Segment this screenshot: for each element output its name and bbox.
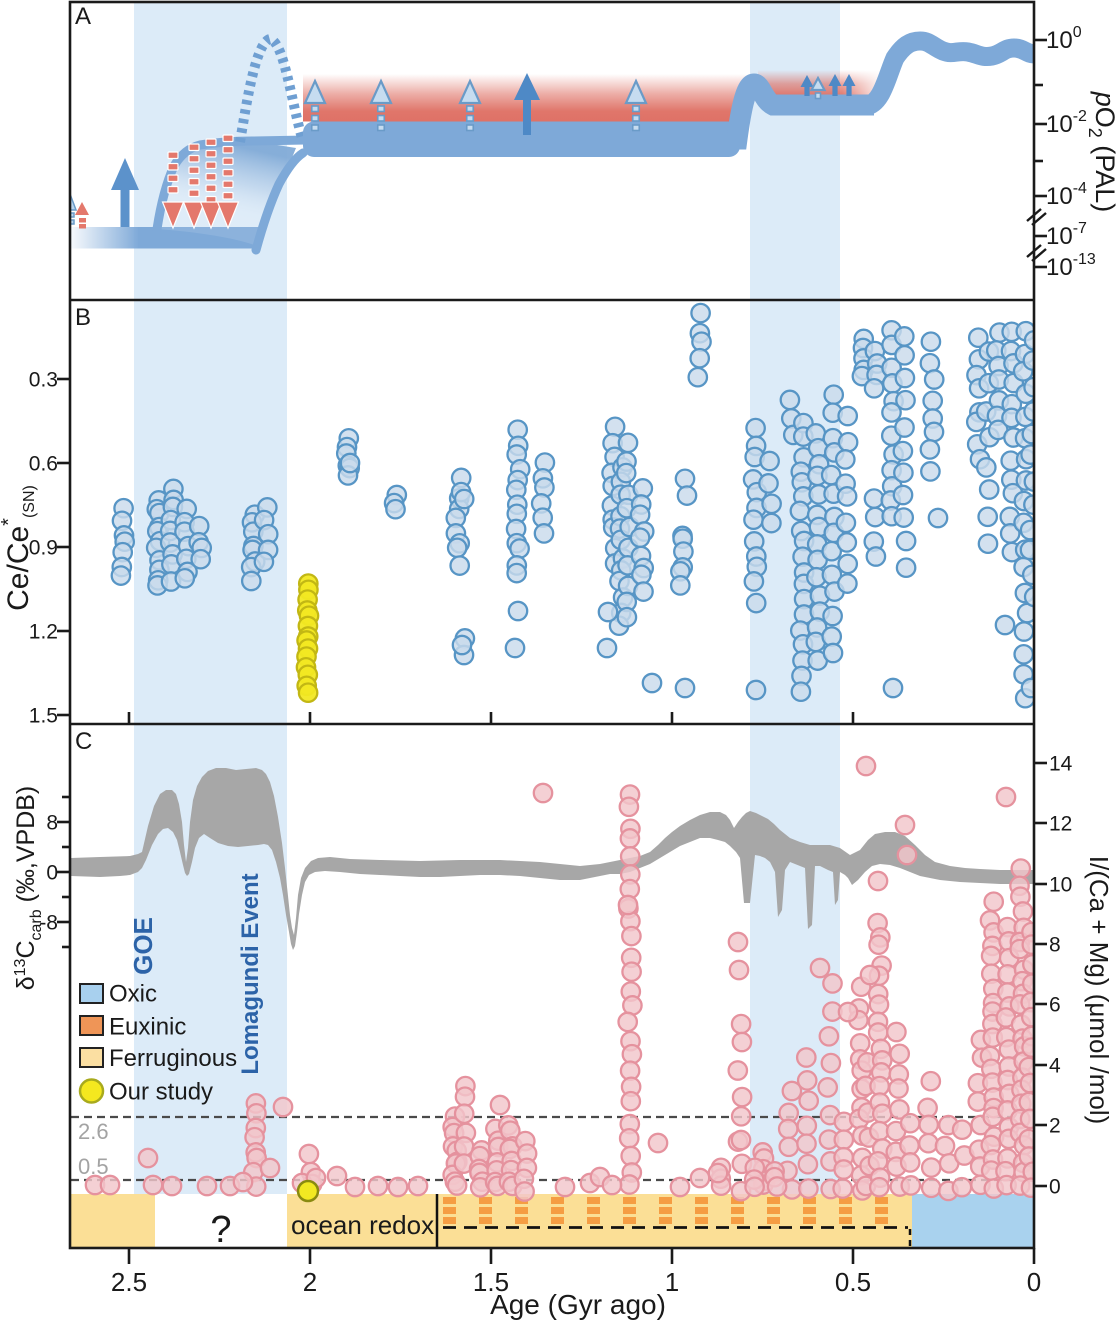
svg-text:δ13Ccarb (‰,VPDB): δ13Ccarb (‰,VPDB) (12, 786, 45, 991)
svg-text:10: 10 (1049, 874, 1072, 897)
svg-text:0.5: 0.5 (835, 1267, 871, 1297)
svg-text:2: 2 (1049, 1115, 1061, 1138)
svg-text:1.2: 1.2 (29, 621, 58, 644)
svg-text:0.5: 0.5 (78, 1154, 109, 1179)
svg-text:Oxic: Oxic (109, 981, 157, 1008)
svg-text:?: ? (210, 1209, 231, 1251)
svg-text:2.5: 2.5 (111, 1267, 147, 1297)
svg-text:Ferruginous: Ferruginous (109, 1045, 237, 1072)
svg-text:14: 14 (1049, 753, 1073, 776)
svg-text:ocean redox: ocean redox (291, 1210, 434, 1240)
svg-text:Our study: Our study (109, 1079, 213, 1106)
svg-text:4: 4 (1049, 1055, 1061, 1078)
svg-text:C: C (75, 728, 92, 755)
svg-text:pO2 (PAL): pO2 (PAL) (1085, 91, 1120, 213)
svg-text:0.6: 0.6 (29, 453, 58, 476)
svg-text:1.5: 1.5 (473, 1267, 509, 1297)
svg-text:2: 2 (303, 1267, 317, 1297)
svg-text:10-2: 10-2 (1046, 108, 1087, 138)
svg-text:100: 100 (1046, 24, 1082, 54)
svg-text:A: A (75, 3, 91, 30)
svg-text:1: 1 (665, 1267, 679, 1297)
svg-text:GOE: GOE (128, 917, 158, 975)
svg-text:Lomagundi Event: Lomagundi Event (237, 873, 264, 1074)
svg-text:-8: -8 (39, 912, 58, 935)
svg-text:10-7: 10-7 (1046, 220, 1087, 250)
svg-text:0: 0 (46, 862, 58, 885)
svg-text:Euxinic: Euxinic (109, 1014, 186, 1041)
svg-text:10-4: 10-4 (1046, 180, 1087, 210)
svg-text:10-13: 10-13 (1046, 251, 1096, 281)
svg-text:0: 0 (1027, 1267, 1041, 1297)
svg-text:6: 6 (1049, 994, 1061, 1017)
svg-text:Age (Gyr ago): Age (Gyr ago) (490, 1289, 666, 1320)
svg-text:0: 0 (1049, 1176, 1061, 1199)
svg-text:I/(Ca + Mg) (μmol /mol): I/(Ca + Mg) (μmol /mol) (1084, 856, 1114, 1125)
svg-text:B: B (75, 304, 91, 331)
svg-text:2.6: 2.6 (78, 1119, 109, 1144)
svg-text:Ce/Ce*(SN): Ce/Ce*(SN) (0, 485, 38, 611)
svg-text:0.9: 0.9 (29, 537, 58, 560)
svg-text:0.3: 0.3 (29, 369, 58, 392)
svg-text:12: 12 (1049, 813, 1072, 836)
svg-text:8: 8 (46, 812, 58, 835)
svg-text:1.5: 1.5 (29, 705, 58, 728)
svg-text:8: 8 (1049, 934, 1061, 957)
